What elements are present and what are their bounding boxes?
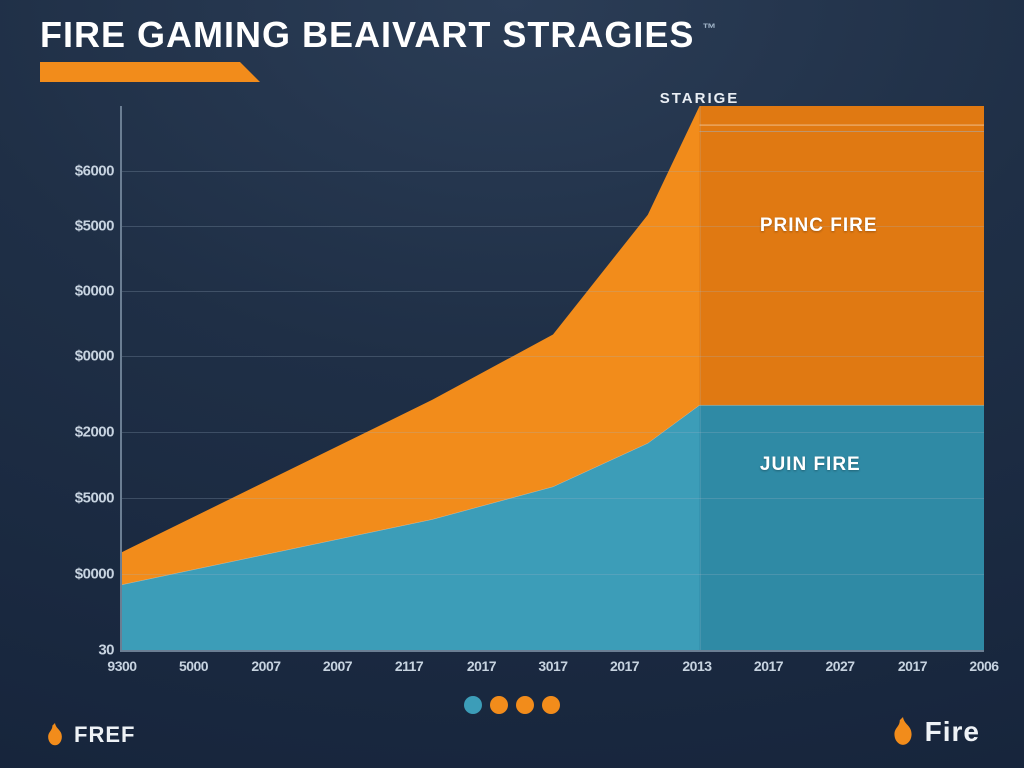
trademark: ™ [702, 20, 718, 36]
y-axis-label: $0000 [42, 282, 114, 299]
x-axis-label: 2006 [969, 658, 998, 674]
logo-left: FREF [44, 722, 135, 748]
x-axis-label: 2017 [898, 658, 927, 674]
x-axis-label: 2017 [610, 658, 639, 674]
series-label-top: PRINC FIRE [760, 215, 878, 237]
area-bottom-shade [700, 405, 984, 650]
footer: FREF Fire [0, 692, 1024, 758]
x-axis-label: 2017 [467, 658, 496, 674]
series-label-bottom: JUIN FIRE [760, 454, 861, 476]
title-accent-bar [40, 62, 240, 82]
title-row: FIRE GAMING BEAIVART STRAGIES ™ [40, 14, 984, 56]
flame-icon [44, 723, 66, 747]
plot-area: 30$0000$5000$2000$0000$0000$5000$6000930… [120, 106, 984, 652]
gridline [122, 432, 984, 433]
x-axis-label: 2007 [323, 658, 352, 674]
y-axis-label: $0000 [42, 348, 114, 365]
logo-right: Fire [889, 716, 980, 748]
area-top-shade [700, 106, 984, 405]
y-axis-label: $2000 [42, 424, 114, 441]
legend-dots [464, 696, 560, 714]
top-marker-label: STARIGE [660, 90, 740, 107]
y-axis-label: $6000 [42, 163, 114, 180]
vertical-split [700, 106, 701, 650]
x-axis-label: 2017 [754, 658, 783, 674]
legend-dot [464, 696, 482, 714]
logo-left-text: FREF [74, 722, 135, 748]
x-axis-label: 2117 [395, 658, 423, 674]
x-axis-label: 5000 [179, 658, 208, 674]
flame-icon [889, 717, 917, 747]
chart-card: FIRE GAMING BEAIVART STRAGIES ™ 30 $0000 $… [0, 0, 1024, 768]
gridline [122, 574, 984, 575]
gridline [122, 171, 984, 172]
chart-title: FIRE GAMING BEAIVART STRAGIES [40, 14, 694, 56]
y-axis-label: $0000 [42, 565, 114, 582]
area-layer [122, 106, 984, 650]
x-axis-label: 2027 [825, 658, 854, 674]
y-axis-label: $5000 [42, 489, 114, 506]
legend-dot [490, 696, 508, 714]
x-axis-label: 2013 [682, 658, 711, 674]
gridline [122, 356, 984, 357]
y-axis-label: 30 [42, 642, 114, 659]
logo-right-text: Fire [925, 716, 980, 748]
x-axis-label: 3017 [538, 658, 567, 674]
y-axis-label: $5000 [42, 217, 114, 234]
legend-dot [516, 696, 534, 714]
legend-dot [542, 696, 560, 714]
chart-area: 30 $0000 $5000 $2000 $0000 $0000 $5000 $6000 930… [40, 106, 984, 682]
x-axis-label: 2007 [251, 658, 280, 674]
gridline [122, 291, 984, 292]
x-axis-label: 9300 [107, 658, 136, 674]
gridline [122, 498, 984, 499]
